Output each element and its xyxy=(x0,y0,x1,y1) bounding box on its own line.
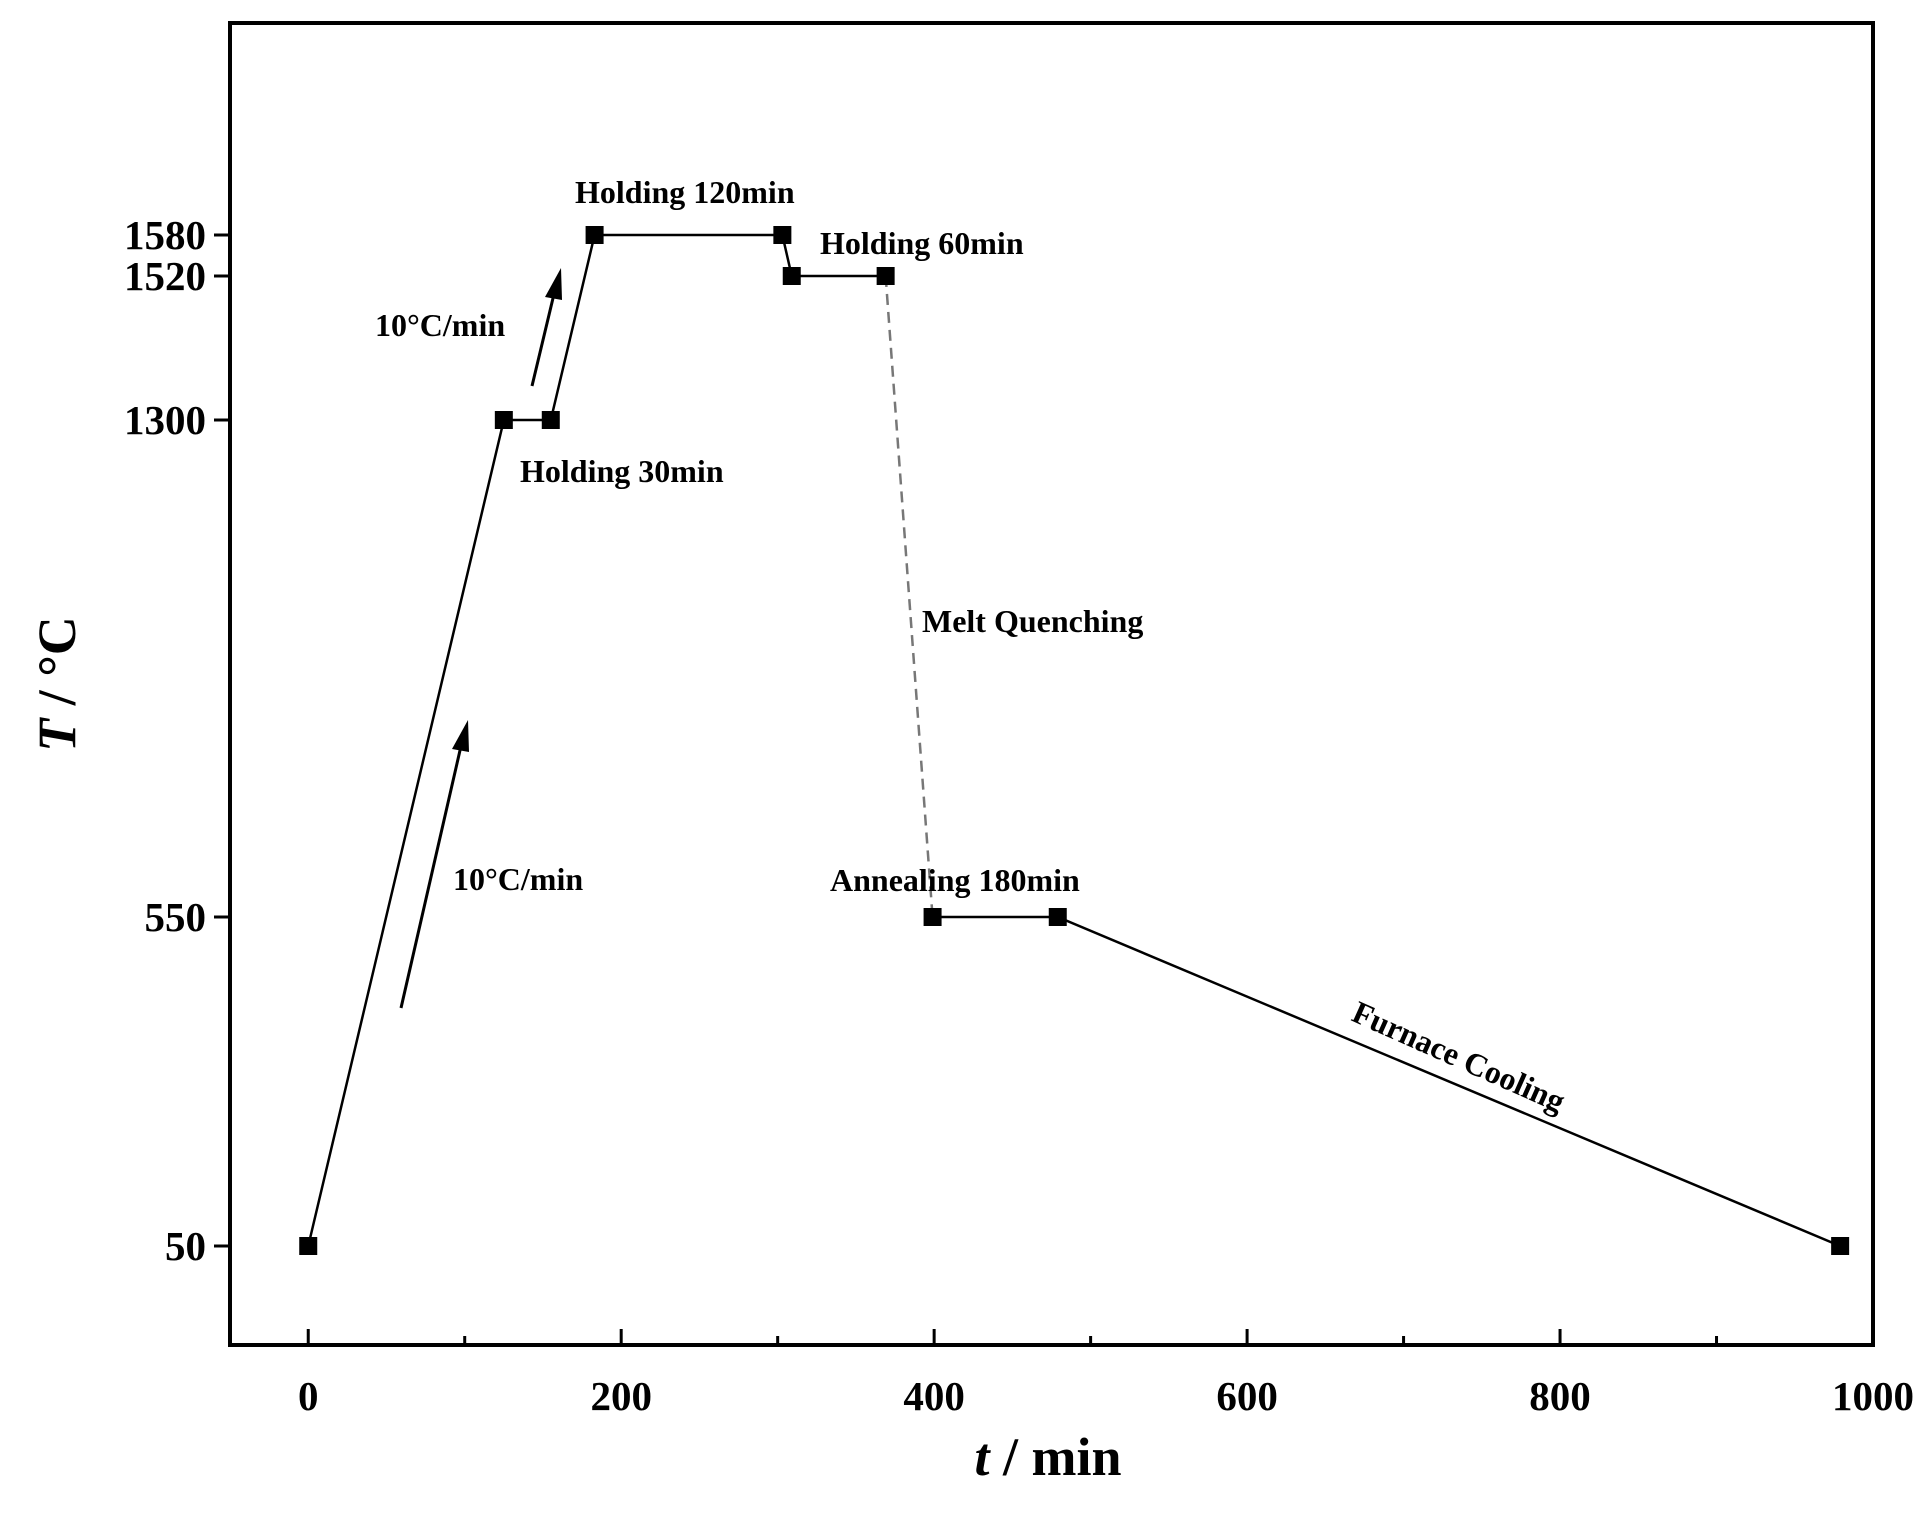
x-tick-label: 1000 xyxy=(1832,1373,1914,1419)
y-tick-label: 50 xyxy=(165,1223,206,1269)
annotation-holding-30min: Holding 30min xyxy=(520,453,724,489)
x-tick-label: 200 xyxy=(590,1373,652,1419)
data-point-marker xyxy=(923,908,942,926)
heating-rate-arrow xyxy=(530,268,562,387)
series-line xyxy=(932,915,1841,1248)
annotation-heating-rate: 10°C/min xyxy=(453,861,583,897)
annotation-holding-120min: Holding 120min xyxy=(575,174,795,210)
x-tick-label: 400 xyxy=(903,1373,965,1419)
marker-layer xyxy=(299,226,1850,1255)
x-tick-label: 800 xyxy=(1529,1373,1591,1419)
x-axis: 0 200 400 600 800 1000 xyxy=(298,1329,1914,1419)
rate-arrows xyxy=(399,268,562,1009)
data-point-marker xyxy=(782,267,801,285)
y-tick-label: 1580 xyxy=(124,212,206,258)
data-point-marker xyxy=(876,267,895,285)
data-point-marker xyxy=(541,411,560,429)
y-axis-title: T / °C xyxy=(27,616,87,752)
annotation-melt-quenching: Melt Quenching xyxy=(922,603,1143,639)
x-tick-label: 0 xyxy=(298,1373,319,1419)
series-layer xyxy=(307,233,1841,1248)
quench-line xyxy=(884,275,934,918)
data-point-marker xyxy=(1831,1237,1850,1255)
plot-frame xyxy=(228,21,1875,1347)
y-tick-label: 1520 xyxy=(124,253,206,299)
data-point-marker xyxy=(494,411,513,429)
annotation-annealing-180min: Annealing 180min xyxy=(830,862,1080,898)
y-tick-label: 550 xyxy=(145,894,207,940)
heating-rate-arrow xyxy=(399,720,469,1009)
data-point-marker xyxy=(585,226,604,244)
series-line xyxy=(307,233,886,1247)
data-point-marker xyxy=(299,1237,318,1255)
y-tick-label: 1300 xyxy=(124,397,206,443)
x-tick-label: 600 xyxy=(1216,1373,1278,1419)
x-axis-title: t / min xyxy=(974,1427,1121,1487)
annotation-furnace-cooling: Furnace Cooling xyxy=(1347,994,1570,1120)
data-point-marker xyxy=(773,226,792,244)
annotation-heating-rate: 10°C/min xyxy=(375,307,505,343)
annotation-holding-60min: Holding 60min xyxy=(820,225,1024,261)
data-point-marker xyxy=(1048,908,1067,926)
